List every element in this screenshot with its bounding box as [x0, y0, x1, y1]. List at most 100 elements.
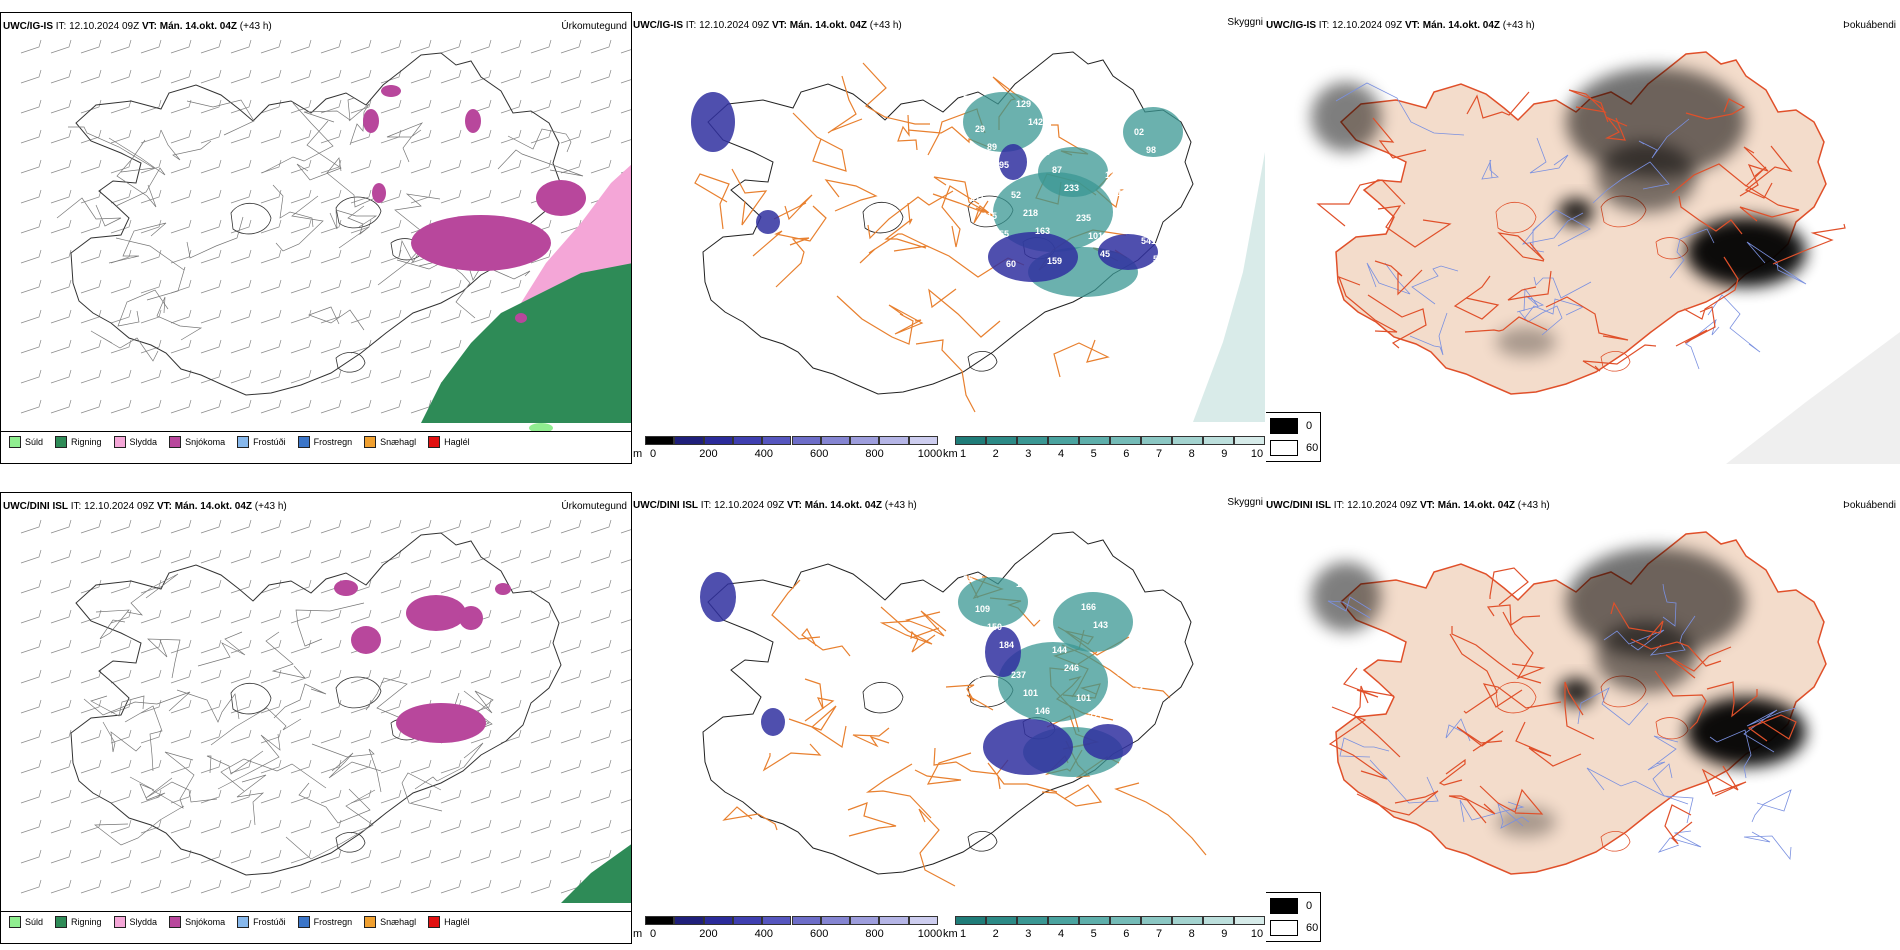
colorbar-tick: 1000 [917, 448, 943, 460]
wind-barb [140, 339, 162, 354]
wind-barb [50, 669, 72, 684]
legend-swatch [364, 436, 377, 448]
vt-value: Mán. 14.okt. 04Z [1437, 500, 1515, 511]
ceiling-value-label: 246 [1064, 663, 1079, 673]
fog-swatch-black [1270, 898, 1298, 914]
wind-barb [200, 69, 222, 84]
colorbar-tick: 600 [810, 928, 829, 940]
wind-barb [500, 129, 522, 144]
colorbar-tick: 0 [649, 448, 657, 460]
wind-barb [50, 609, 72, 624]
legend-label: Snæhagl [380, 917, 417, 927]
wind-barb [590, 549, 612, 564]
ceiling-value-label: 131 [1129, 686, 1144, 696]
fog-area [1558, 678, 1594, 706]
fog-area [1566, 67, 1746, 177]
colorbar-tick: 600 [810, 448, 829, 460]
road-line [1343, 667, 1395, 698]
contour-line [186, 99, 255, 136]
legend-swatch [9, 436, 21, 448]
glacier-outline [967, 831, 998, 852]
road-line [915, 339, 976, 413]
wind-barb [320, 819, 342, 834]
wind-barb [50, 759, 72, 774]
contour-line [186, 216, 244, 259]
wind-barb [80, 669, 102, 684]
wind-barb [620, 649, 631, 654]
wind-barb [350, 159, 372, 174]
wind-barb [350, 879, 372, 894]
wind-barb [20, 639, 42, 654]
road-line [941, 185, 980, 248]
wind-barb [80, 879, 102, 894]
wind-barb [470, 129, 492, 144]
wind-barb [320, 219, 342, 234]
legend-label: Snjókoma [185, 437, 226, 447]
snow-area [459, 606, 483, 630]
wind-barb [500, 699, 522, 714]
low-ceiling-area [691, 92, 735, 152]
wind-barb [20, 549, 42, 564]
road-line [1665, 646, 1732, 679]
wind-barb [560, 39, 582, 54]
road-line [918, 808, 956, 887]
legend-swatch [297, 916, 310, 928]
wind-barb [20, 789, 42, 804]
wind-barb [290, 579, 312, 594]
road-line [1464, 316, 1548, 333]
road-line-group [1316, 89, 1846, 372]
wind-barb [530, 669, 552, 684]
wind-barb [170, 639, 192, 654]
wind-barb [440, 549, 462, 564]
colorbar-unit: km [943, 928, 958, 940]
wind-barb [380, 549, 402, 564]
panel-header: UWC/IG-IS IT: 12.10.2024 09Z VT: Mán. 14… [1266, 20, 1535, 31]
fog-area [1311, 82, 1381, 152]
contour-line [83, 691, 191, 716]
legend-item-2: Slydda [113, 436, 157, 448]
wind-barb [440, 819, 462, 834]
colorbar-tick: 9 [1221, 928, 1228, 940]
low-visibility-area [958, 577, 1028, 627]
wind-barb [140, 159, 162, 174]
wind-barb [170, 339, 192, 354]
wind-barb [50, 129, 72, 144]
wind-barb [110, 549, 132, 564]
it-prefix: IT: [55, 21, 67, 32]
wind-barb [290, 189, 312, 204]
wind-barb [230, 849, 252, 864]
colorbar-segment [1017, 436, 1048, 445]
road-line [775, 237, 810, 288]
ceiling-value-label: 141 [1093, 140, 1108, 150]
wind-barb [50, 219, 72, 234]
ceiling-value-label: 02 [1134, 127, 1144, 137]
wind-barb [320, 309, 342, 324]
river-line [1522, 210, 1584, 245]
low-visibility-area [1123, 107, 1183, 157]
wind-barb [200, 849, 222, 864]
wind-barb [110, 519, 132, 534]
wind-barb [320, 759, 342, 774]
wind-barb [230, 789, 252, 804]
glacier-outline [1600, 351, 1631, 372]
wind-barb [410, 789, 432, 804]
wind-barb [380, 699, 402, 714]
wind-barb [110, 729, 132, 744]
fog-legend-label: 0 [1306, 420, 1313, 432]
it-value: 12.10.2024 09Z [84, 501, 155, 512]
contour-line [145, 777, 218, 803]
wind-barb [110, 849, 132, 864]
legend-item-5: Frostregn [297, 436, 352, 448]
contour-line [307, 306, 365, 331]
wind-barb [440, 279, 462, 294]
ceiling-value-label: 101 [1076, 693, 1091, 703]
snow-area [465, 109, 481, 133]
ceiling-value-label: 102 [982, 691, 997, 701]
wind-barb [20, 759, 42, 774]
river-line [1709, 729, 1752, 779]
precipitation-type-map [20, 519, 631, 903]
road-line [752, 205, 827, 257]
ceiling-value-label: 303 [1117, 668, 1132, 678]
wind-barb [530, 69, 552, 84]
wind-barb [80, 279, 102, 294]
